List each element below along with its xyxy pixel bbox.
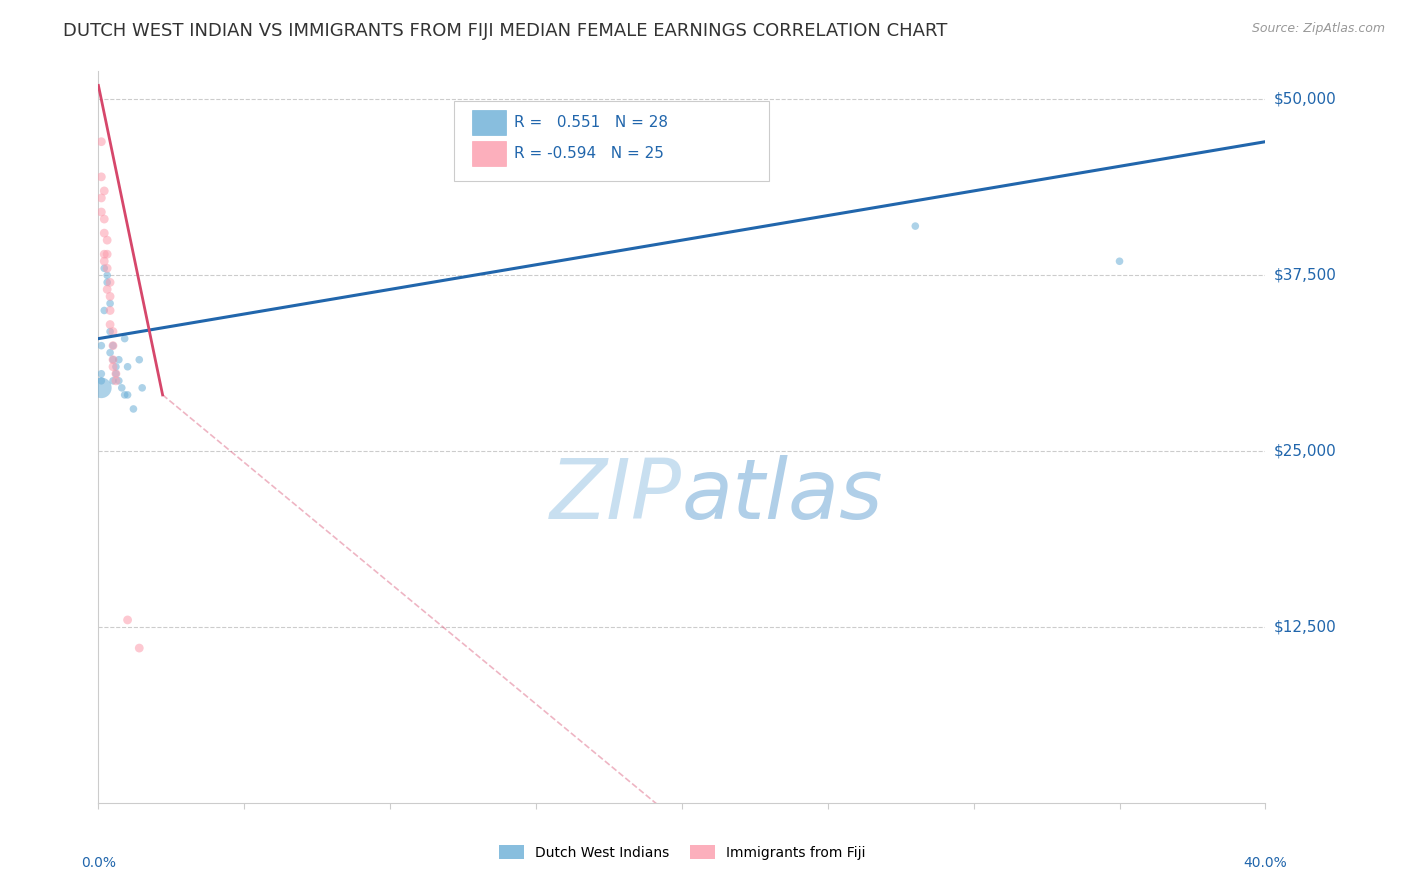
Point [90,338,112,352]
Point [131,381,153,395]
Point [93,254,115,268]
Text: atlas: atlas [682,455,883,536]
Text: R = -0.594   N = 25: R = -0.594 N = 25 [513,145,664,161]
Point [101,352,124,367]
Point [104,367,127,381]
Point [1108,254,1130,268]
Point [98,289,121,303]
Point [98,318,121,332]
Text: ZIP: ZIP [550,455,682,536]
Text: 0.0%: 0.0% [82,856,115,871]
Point [117,388,139,402]
Text: R =   0.551   N = 28: R = 0.551 N = 28 [513,115,668,130]
Point [117,359,139,374]
Point [90,381,112,395]
Point [101,338,124,352]
Legend: Dutch West Indians, Immigrants from Fiji: Dutch West Indians, Immigrants from Fiji [494,839,870,865]
Point [122,401,145,416]
FancyBboxPatch shape [472,110,506,135]
Point [96,276,118,290]
Text: Source: ZipAtlas.com: Source: ZipAtlas.com [1251,22,1385,36]
Text: $12,500: $12,500 [1274,619,1337,634]
Point [90,374,112,388]
Point [101,359,124,374]
Point [98,325,121,339]
Point [104,374,127,388]
FancyBboxPatch shape [454,101,769,181]
FancyBboxPatch shape [472,141,506,166]
Point [96,261,118,276]
Point [128,352,150,367]
Text: $37,500: $37,500 [1274,268,1337,283]
Point [90,367,112,381]
Point [98,303,121,318]
Text: $25,000: $25,000 [1274,443,1337,458]
Point [104,359,127,374]
Point [96,268,118,283]
Point [90,191,112,205]
Point [90,205,112,219]
Point [93,212,115,227]
Point [93,261,115,276]
Point [90,135,112,149]
Point [98,345,121,359]
Point [114,388,136,402]
Point [93,226,115,240]
Point [101,325,124,339]
Point [98,276,121,290]
Point [117,613,139,627]
Point [93,247,115,261]
Point [93,184,115,198]
Point [93,303,115,318]
Point [108,352,131,367]
Point [90,169,112,184]
Text: $50,000: $50,000 [1274,92,1337,107]
Point [104,367,127,381]
Point [904,219,927,233]
Point [101,374,124,388]
Point [96,247,118,261]
Point [101,338,124,352]
Point [96,282,118,296]
Point [111,381,134,395]
Point [108,374,131,388]
Point [114,332,136,346]
Point [98,296,121,310]
Point [128,641,150,656]
Point [101,352,124,367]
Text: DUTCH WEST INDIAN VS IMMIGRANTS FROM FIJI MEDIAN FEMALE EARNINGS CORRELATION CHA: DUTCH WEST INDIAN VS IMMIGRANTS FROM FIJ… [63,22,948,40]
Text: 40.0%: 40.0% [1243,856,1288,871]
Point [96,233,118,247]
